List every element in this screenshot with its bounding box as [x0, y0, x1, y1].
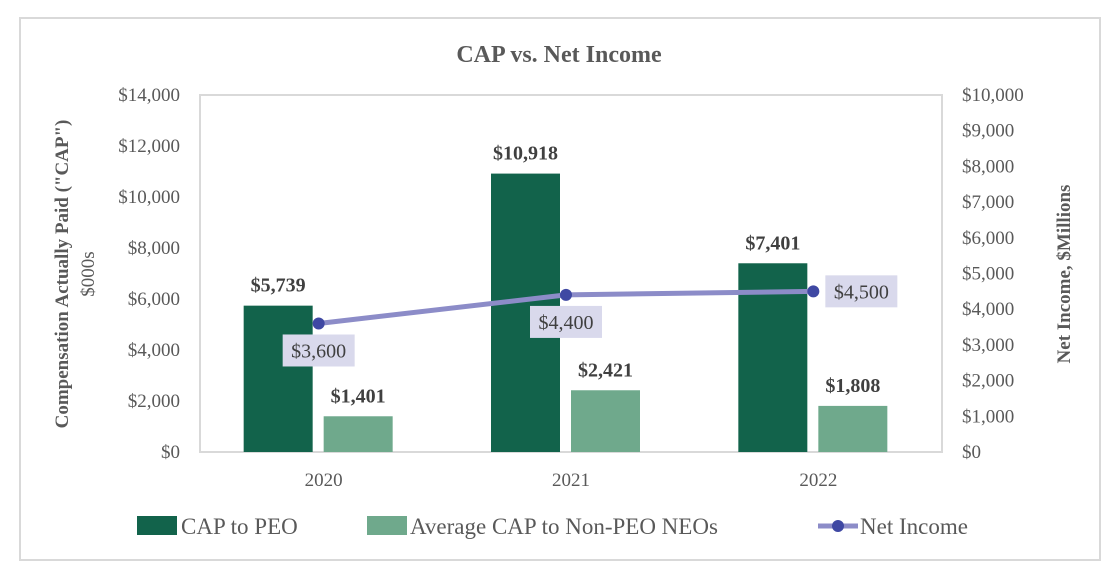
right-tick-label: $0	[962, 442, 981, 463]
bar-cap-to-peo	[243, 305, 313, 452]
bar-average-cap-non-peo	[818, 405, 888, 452]
bar-data-label: $2,421	[578, 359, 633, 381]
right-tick-label: $2,000	[962, 371, 1014, 392]
bar-average-cap-non-peo	[323, 416, 393, 452]
left-tick-label: $14,000	[118, 85, 180, 106]
left-axis-title-group: Compensation Actually Paid ("CAP")	[52, 120, 73, 429]
right-tick-label: $7,000	[962, 192, 1014, 213]
bar-data-label: $1,808	[825, 375, 880, 397]
left-tick-label: $0	[161, 442, 180, 463]
bar-data-label: $7,401	[745, 232, 800, 254]
left-tick-label: $6,000	[128, 289, 180, 310]
right-tick-label: $1,000	[962, 406, 1014, 427]
x-tick-label: 2020	[305, 470, 343, 491]
right-tick-label: $9,000	[962, 121, 1014, 142]
left-axis-ticks: $0 $2,000 $4,000 $6,000 $8,000 $10,000 $12,000…	[118, 85, 180, 463]
net-income-line	[312, 285, 820, 330]
right-tick-label: $10,000	[962, 85, 1024, 106]
net-income-data-label: $3,600	[291, 340, 346, 362]
net-income-marker	[807, 285, 820, 298]
net-income-data-label: $4,500	[834, 281, 889, 303]
right-tick-label: $6,000	[962, 228, 1014, 249]
bars	[243, 173, 888, 452]
x-tick-label: 2021	[552, 470, 590, 491]
net-income-label-box	[530, 305, 602, 338]
legend-marker-net-income	[832, 520, 844, 532]
left-tick-label: $2,000	[128, 391, 180, 412]
legend-label-cap-to-peo: CAP to PEO	[181, 514, 298, 539]
data-labels: $5,739 $10,918 $7,401 $1,401 $2,421 $1,808 $3,…	[251, 143, 898, 407]
right-tick-label: $4,000	[962, 299, 1014, 320]
net-income-data-label: $4,400	[539, 312, 594, 334]
left-axis-title: Compensation Actually Paid ("CAP")	[52, 120, 73, 429]
x-tick-label: 2022	[799, 470, 837, 491]
net-income-marker	[312, 317, 325, 330]
bar-data-label: $5,739	[251, 275, 306, 297]
left-axis-subtitle-group: $000s	[78, 251, 99, 296]
left-tick-label: $12,000	[118, 136, 180, 157]
chart-title: CAP vs. Net Income	[456, 42, 662, 68]
net-income-label-box	[825, 275, 898, 308]
legend: CAP to PEO Average CAP to Non-PEO NEOs N…	[137, 514, 968, 539]
right-tick-label: $8,000	[962, 156, 1014, 177]
left-tick-label: $10,000	[118, 187, 180, 208]
right-axis-ticks: $0 $1,000 $2,000 $3,000 $4,000 $5,000 $6,000 $7…	[962, 85, 1024, 463]
bar-average-cap-non-peo	[571, 390, 640, 452]
left-axis-subtitle: $000s	[78, 251, 99, 296]
right-tick-label: $5,000	[962, 264, 1014, 285]
bar-data-label: $10,918	[493, 143, 558, 165]
legend-swatch-average-cap	[367, 516, 407, 535]
bar-data-label: $1,401	[331, 385, 386, 407]
net-income-marker	[560, 288, 572, 301]
right-axis-title: Net Income, $Millions	[1054, 185, 1075, 364]
x-axis-ticks: 2020 2021 2022	[305, 470, 838, 491]
left-tick-label: $8,000	[128, 238, 180, 259]
legend-label-net-income: Net Income	[860, 514, 968, 539]
left-tick-label: $4,000	[128, 340, 180, 361]
net-income-label-box	[282, 334, 355, 367]
legend-swatch-cap-to-peo	[137, 516, 177, 535]
legend-label-average-cap: Average CAP to Non-PEO NEOs	[410, 514, 718, 539]
right-axis-title-group: Net Income, $Millions	[1054, 185, 1075, 364]
right-tick-label: $3,000	[962, 335, 1014, 356]
